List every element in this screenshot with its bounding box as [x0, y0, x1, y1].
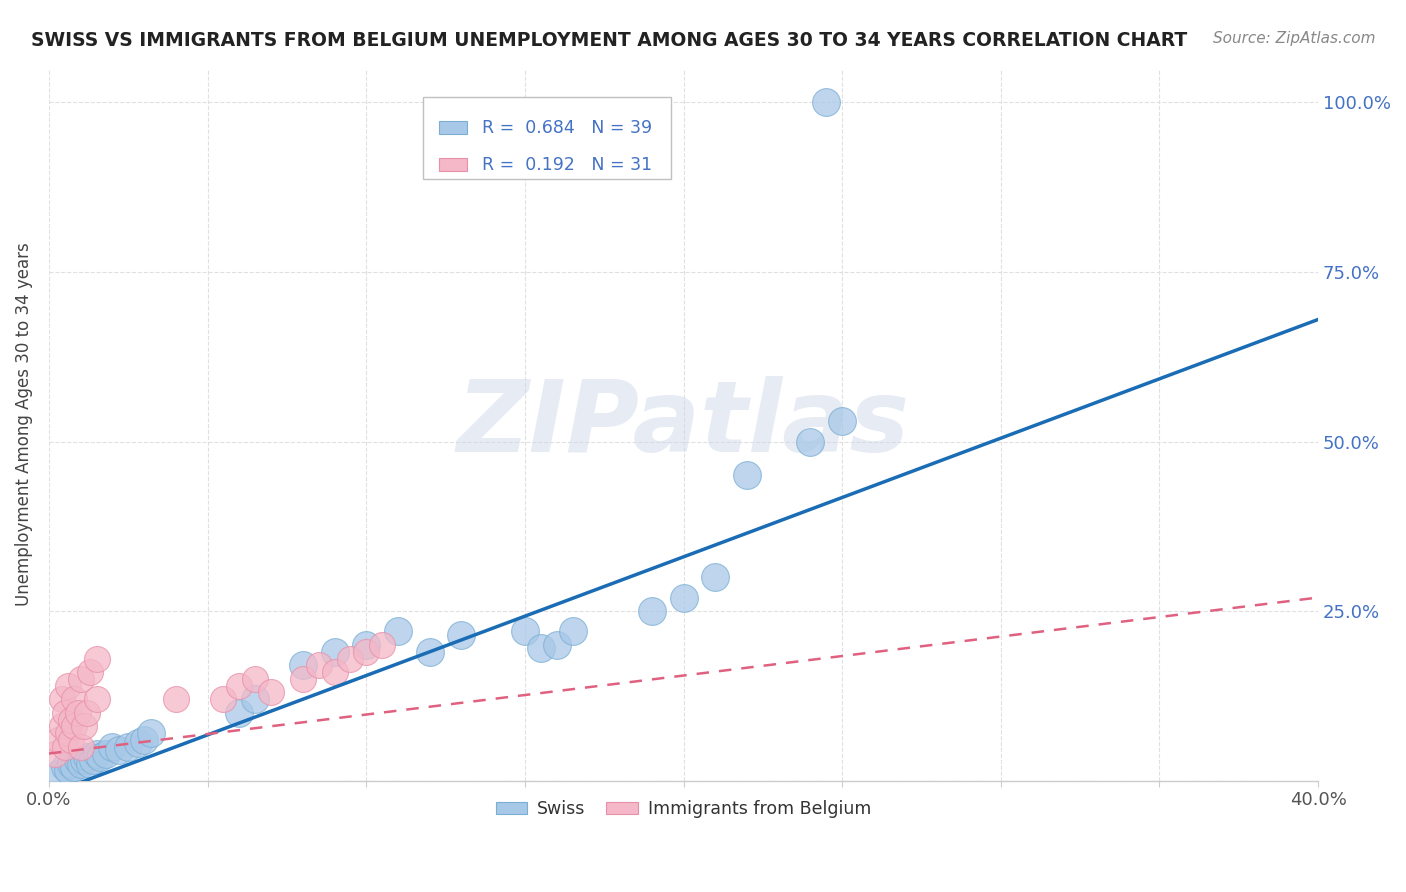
Point [561, 624, 583, 639]
Point [79, 756, 101, 771]
Text: R =  0.684   N = 39: R = 0.684 N = 39 [482, 119, 652, 137]
Point [66, 753, 89, 767]
Point [60, 713, 83, 727]
Point [86, 692, 108, 706]
Point [127, 736, 149, 750]
Point [371, 638, 394, 652]
Point [66, 706, 89, 720]
Point [245, 672, 267, 686]
Point [356, 645, 378, 659]
Point [228, 706, 250, 720]
Y-axis label: Unemployment Among Ages 30 to 34 years: Unemployment Among Ages 30 to 34 years [15, 243, 32, 607]
Point [56, 679, 79, 693]
Text: R =  0.192   N = 31: R = 0.192 N = 31 [482, 156, 652, 174]
Point [73, 719, 96, 733]
Point [291, 672, 314, 686]
Point [51, 692, 73, 706]
Point [799, 434, 821, 449]
Point [228, 679, 250, 693]
Point [48, 767, 70, 781]
Point [513, 624, 536, 639]
Point [672, 591, 695, 605]
FancyBboxPatch shape [439, 158, 467, 171]
Legend: Swiss, Immigrants from Belgium: Swiss, Immigrants from Belgium [489, 794, 879, 825]
Point [56, 764, 79, 778]
Text: SWISS VS IMMIGRANTS FROM BELGIUM UNEMPLOYMENT AMONG AGES 30 TO 34 YEARS CORRELAT: SWISS VS IMMIGRANTS FROM BELGIUM UNEMPLO… [31, 31, 1187, 50]
Point [73, 753, 96, 767]
Point [323, 665, 346, 680]
Point [139, 726, 162, 740]
Point [339, 651, 361, 665]
Point [56, 726, 79, 740]
Point [69, 756, 91, 771]
Point [704, 570, 727, 584]
Point [94, 747, 117, 761]
Point [831, 414, 853, 428]
Point [387, 624, 409, 639]
Text: Source: ZipAtlas.com: Source: ZipAtlas.com [1212, 31, 1375, 46]
Point [89, 750, 111, 764]
Point [641, 604, 664, 618]
Point [291, 658, 314, 673]
Point [323, 645, 346, 659]
Point [86, 747, 108, 761]
Point [48, 733, 70, 747]
Point [53, 760, 76, 774]
Point [101, 739, 124, 754]
Point [117, 739, 139, 754]
Point [356, 638, 378, 652]
Point [79, 665, 101, 680]
FancyBboxPatch shape [439, 121, 467, 135]
Point [63, 692, 86, 706]
Point [165, 692, 187, 706]
Point [63, 719, 86, 733]
Point [76, 706, 98, 720]
Point [53, 739, 76, 754]
FancyBboxPatch shape [423, 97, 671, 179]
Point [51, 719, 73, 733]
Text: ZIPatlas: ZIPatlas [457, 376, 910, 473]
Point [69, 739, 91, 754]
Point [260, 685, 283, 699]
Point [63, 760, 86, 774]
Point [212, 692, 235, 706]
Point [76, 750, 98, 764]
Point [735, 468, 758, 483]
Point [134, 733, 156, 747]
Point [815, 95, 838, 110]
Point [546, 638, 568, 652]
Point [245, 692, 267, 706]
Point [308, 658, 330, 673]
Point [107, 743, 129, 757]
Point [44, 747, 66, 761]
Point [60, 756, 83, 771]
Point [53, 706, 76, 720]
Point [419, 645, 441, 659]
Point [60, 733, 83, 747]
Point [530, 641, 553, 656]
Point [450, 628, 472, 642]
Point [69, 672, 91, 686]
Point [86, 651, 108, 665]
Point [82, 753, 104, 767]
